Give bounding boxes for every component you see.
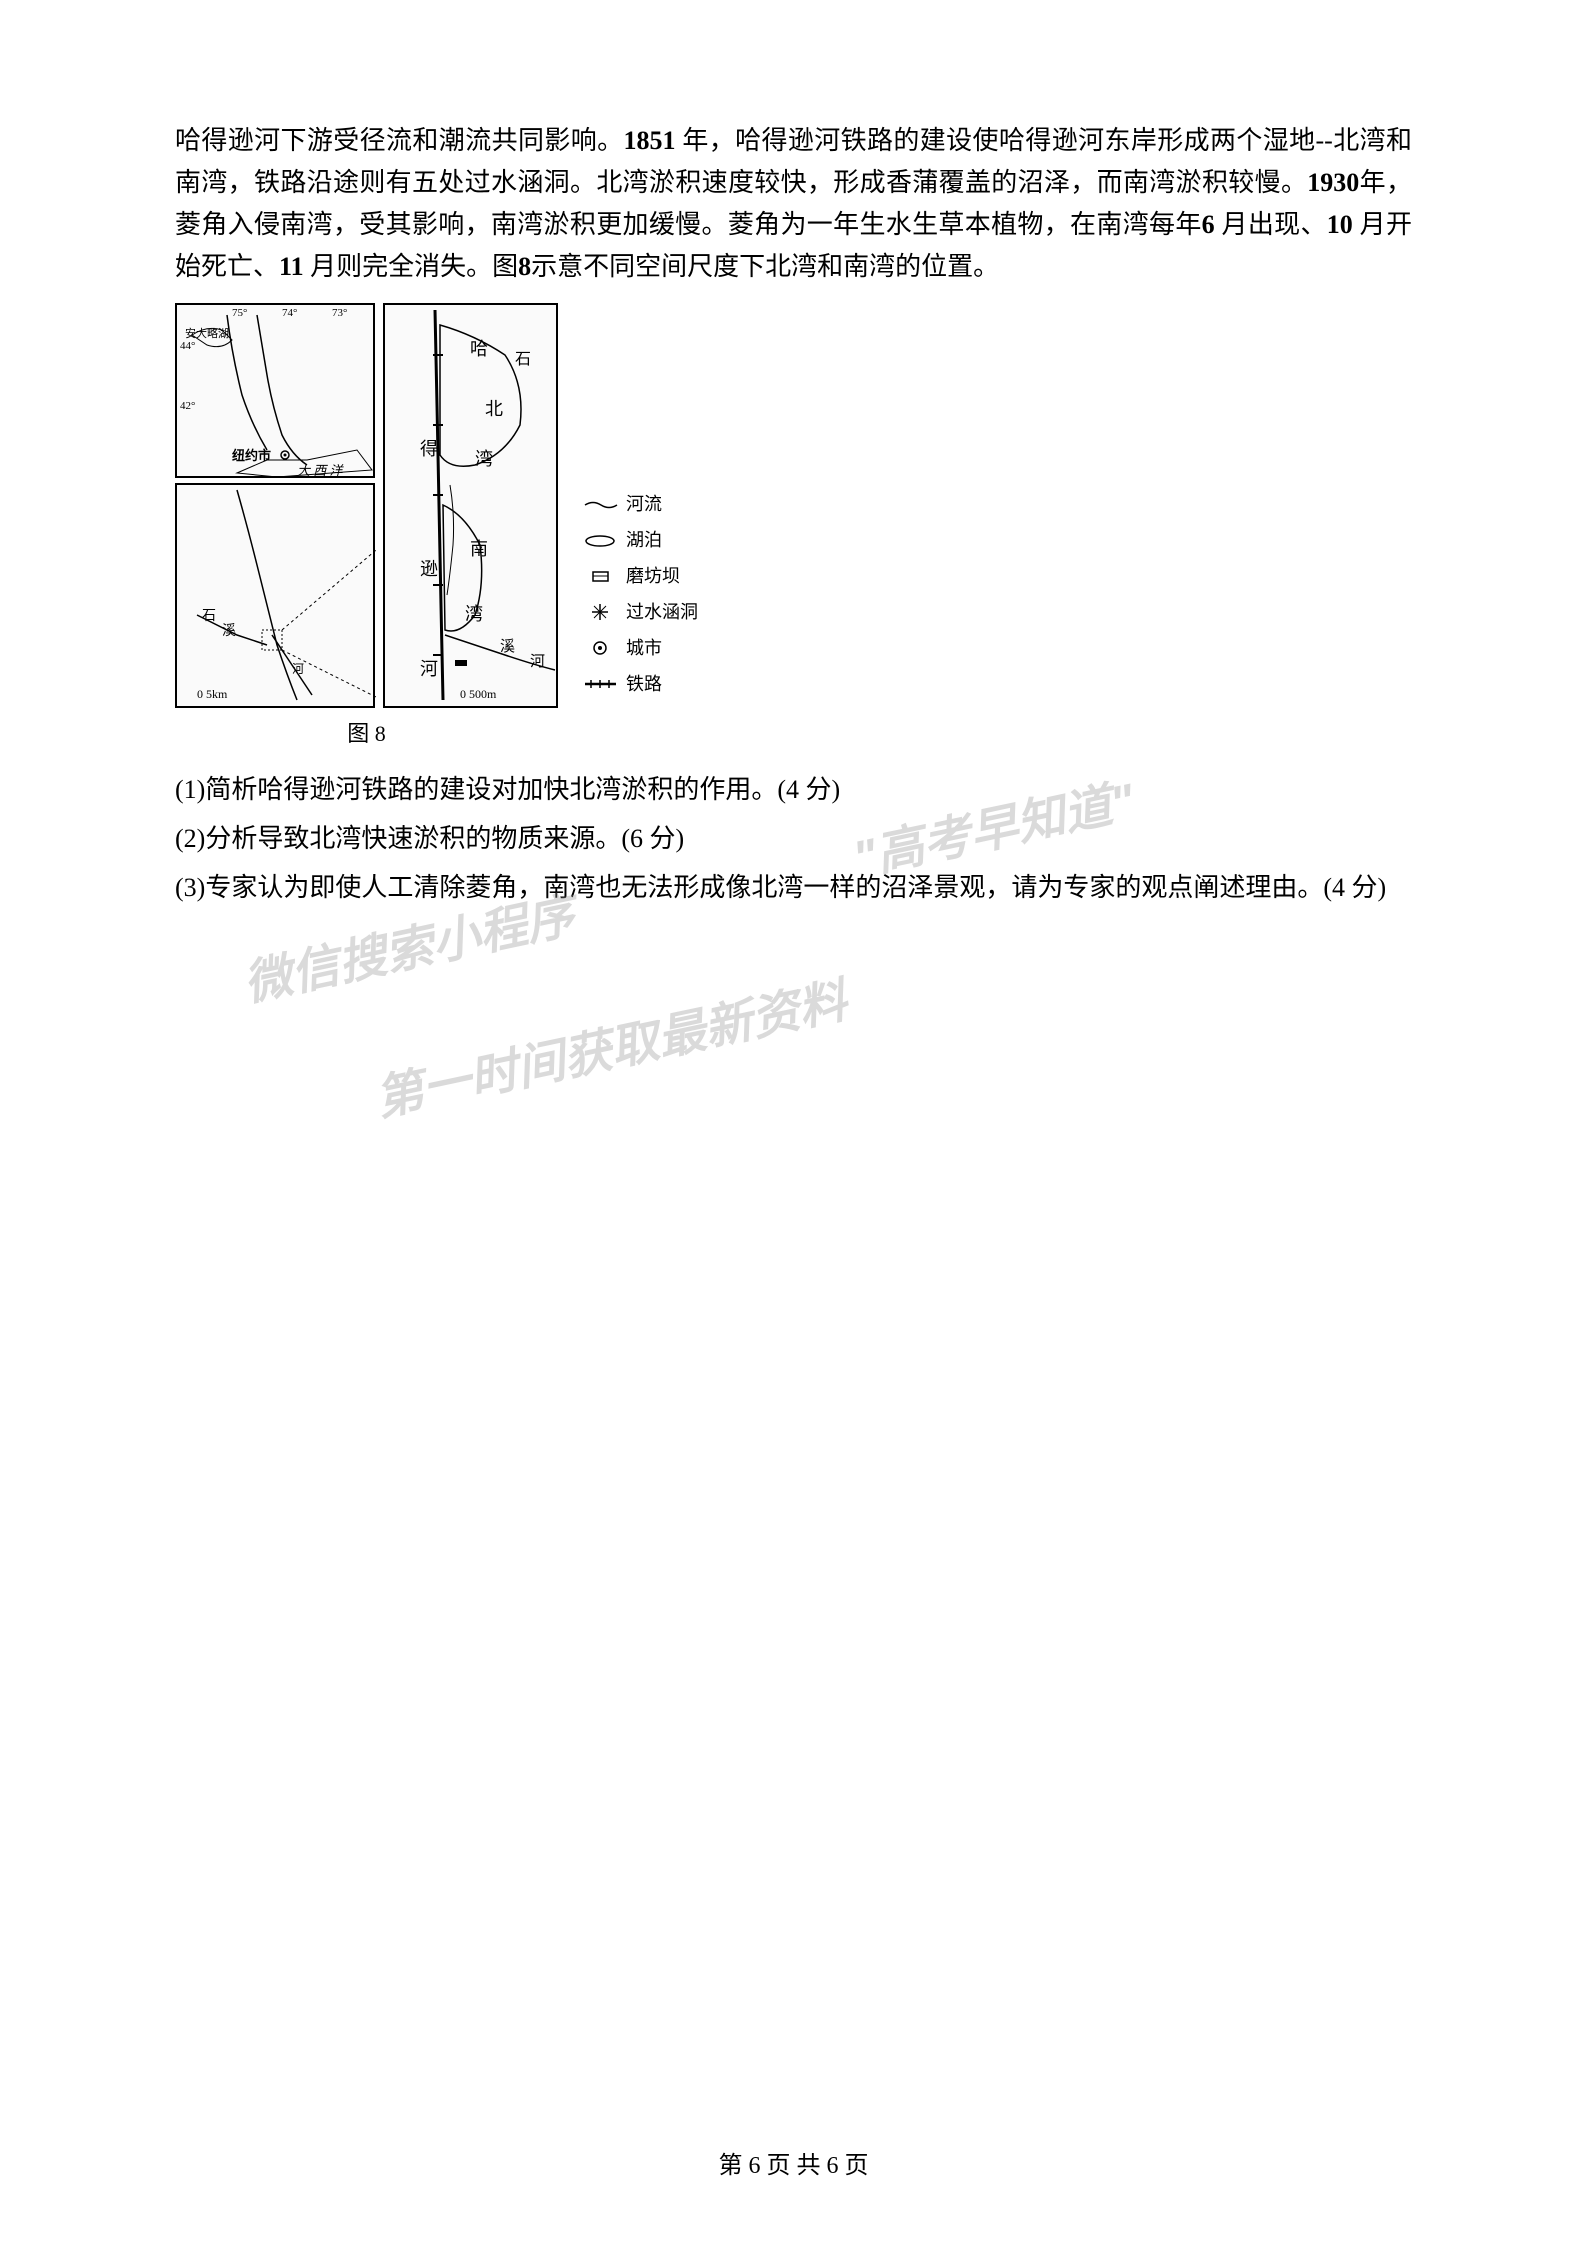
dam-symbol (583, 569, 618, 584)
stone-label: 石 (202, 605, 216, 625)
longitude-label: 73° (332, 307, 347, 319)
year-1851: 1851 (623, 126, 675, 155)
fig-number: 8 (518, 252, 531, 281)
intro-text: 月则完全消失。图 (304, 252, 519, 281)
year-1930: 1930 (1307, 168, 1359, 197)
question-1: (1)简析哈得逊河铁路的建设对加快北湾淤积的作用。(4 分) (175, 768, 1412, 812)
figure-8: 75° 74° 73° 44° 42° 安大略湖 纽约市 大 西 洋 (175, 303, 1412, 748)
atlantic-label: 大 西 洋 (297, 460, 343, 479)
page-footer: 第 6 页 共 6 页 (0, 2145, 1587, 2180)
creek-label: 溪 (500, 635, 515, 656)
de-label: 得 (420, 435, 438, 461)
map-legend: 河流 湖泊 磨坊坝 过水涵洞 (583, 488, 698, 704)
longitude-label: 75° (232, 307, 247, 319)
river-label: 河 (292, 660, 304, 677)
month-10: 10 (1327, 210, 1353, 239)
latitude-label: 44° (180, 340, 195, 352)
xun-label: 逊 (420, 555, 438, 581)
legend-label: 城市 (626, 632, 662, 664)
legend-river: 河流 (583, 488, 698, 520)
legend-city: 城市 (583, 632, 698, 664)
wan-label: 湾 (475, 445, 493, 471)
legend-lake: 湖泊 (583, 524, 698, 556)
intro-text: 月出现、 (1215, 210, 1327, 239)
ontario-label: 安大略湖 (185, 325, 229, 341)
month-11: 11 (279, 252, 304, 281)
he-label: 河 (420, 655, 438, 681)
question-2: (2)分析导致北湾快速淤积的物质来源。(6 分) (175, 817, 1412, 861)
map-local: 石 溪 河 0 5km (175, 483, 375, 708)
intro-text: 沼泽，而南湾淤积较慢。 (1018, 168, 1308, 197)
intro-text: 意不同空间尺度下北湾和南湾的位置。 (557, 252, 999, 281)
legend-label: 河流 (626, 488, 662, 520)
page-content: 哈得逊河下游受径流和潮流共同影响。1851 年，哈得逊河铁路的建设使哈得逊河东岸… (175, 120, 1412, 910)
legend-label: 过水涵洞 (626, 596, 698, 628)
wan-label: 湾 (465, 600, 483, 626)
south-label: 南 (470, 535, 488, 561)
legend-label: 磨坊坝 (626, 560, 680, 592)
intro-text: 一年生水生草本植物，在南湾每年 (807, 210, 1202, 239)
ha-label: 哈 (470, 335, 488, 361)
legend-railway: 铁路 (583, 668, 698, 700)
map-detail: 哈 石 北 得 湾 南 逊 湾 溪 河 河 0 500m (383, 303, 558, 708)
scale-label: 0 5km (197, 687, 227, 702)
stone-label: 石 (515, 345, 531, 369)
month-6: 6 (1202, 210, 1215, 239)
legend-culvert: 过水涵洞 (583, 596, 698, 628)
figure-maps: 75° 74° 73° 44° 42° 安大略湖 纽约市 大 西 洋 (175, 303, 558, 708)
watermark-text: 第一时间获取最新资料 (368, 961, 852, 1129)
newyork-label: 纽约市 (232, 445, 271, 464)
latitude-label: 42° (180, 400, 195, 412)
intro-text: 示 (531, 252, 557, 281)
figure-main: 75° 74° 73° 44° 42° 安大略湖 纽约市 大 西 洋 (175, 303, 558, 748)
city-symbol (583, 639, 618, 657)
longitude-label: 74° (282, 307, 297, 319)
legend-label: 湖泊 (626, 524, 662, 556)
culvert-symbol (583, 602, 618, 622)
river-symbol (583, 497, 618, 512)
creek-label: 溪 (222, 620, 236, 640)
intro-paragraph: 哈得逊河下游受径流和潮流共同影响。1851 年，哈得逊河铁路的建设使哈得逊河东岸… (175, 120, 1412, 288)
legend-dam: 磨坊坝 (583, 560, 698, 592)
figure-caption: 图 8 (347, 716, 386, 748)
north-label: 北 (485, 395, 503, 421)
intro-text: 哈得逊河下游受径流和潮流共同影响。 (175, 126, 623, 155)
map-regional: 75° 74° 73° 44° 42° 安大略湖 纽约市 大 西 洋 (175, 303, 375, 478)
map-left-column: 75° 74° 73° 44° 42° 安大略湖 纽约市 大 西 洋 (175, 303, 375, 708)
river-label: 河 (530, 650, 545, 671)
railway-symbol (583, 678, 618, 690)
question-3: (3)专家认为即使人工清除菱角，南湾也无法形成像北湾一样的沼泽景观，请为专家的观… (175, 866, 1412, 910)
lake-symbol (583, 533, 618, 548)
scale-label: 0 500m (460, 687, 496, 702)
legend-label: 铁路 (626, 668, 662, 700)
intro-text: 年，哈得逊河铁路的建设使哈得逊河东岸形成 (675, 126, 1210, 155)
